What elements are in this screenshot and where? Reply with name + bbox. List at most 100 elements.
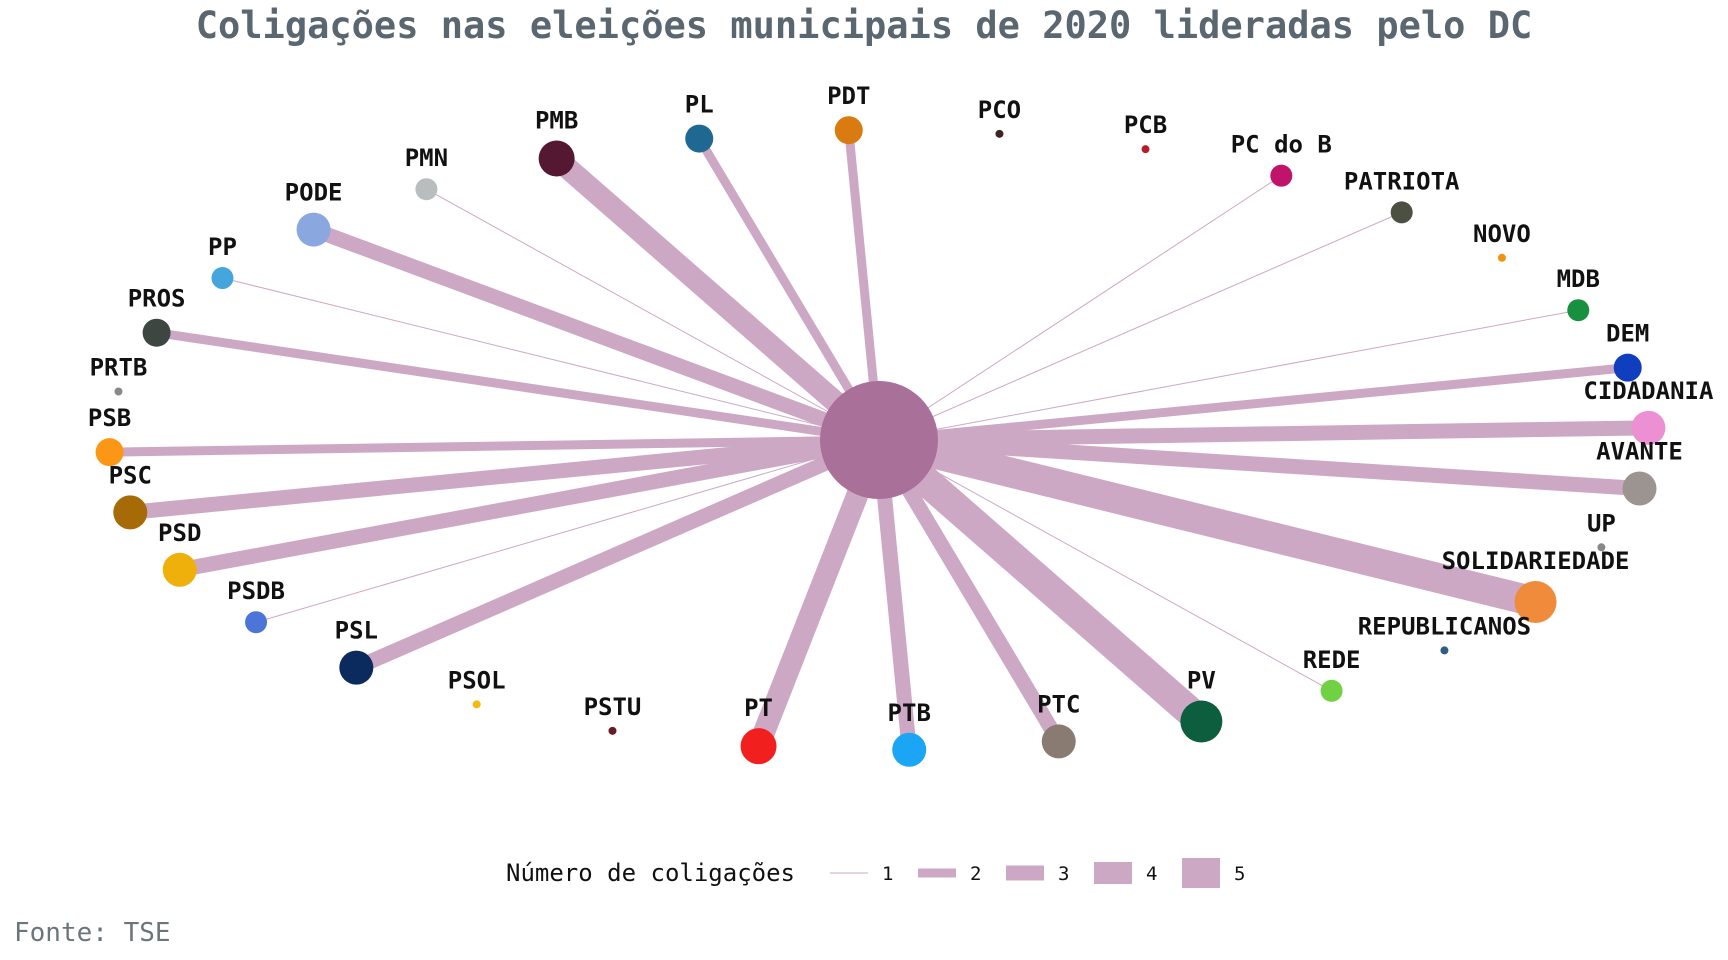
node-psc [113,495,148,530]
node-label-pros: PROS [128,285,186,313]
node-label-up: UP [1587,509,1616,537]
node-psl [339,650,374,685]
node-pv [1180,700,1223,743]
node-ptc [1041,724,1076,759]
edge-avante [878,432,1640,496]
edge-patriota [878,211,1402,441]
edge-pp [222,277,880,441]
node-pode [296,212,331,247]
node-label-avante: AVANTE [1596,437,1683,465]
node-pco [995,129,1004,138]
legend-value-2: 2 [970,863,981,885]
node-label-pt: PT [744,694,773,722]
node-label-pmb: PMB [535,106,578,134]
node-label-pstu: PSTU [584,693,642,721]
node-prtb [114,387,123,396]
node-pl [685,124,714,153]
legend-value-3: 3 [1058,863,1069,885]
legend: Número de coligações 1 2 3 4 5 [506,858,1245,888]
node-mdb [1567,299,1590,322]
node-label-rede: REDE [1303,646,1361,674]
legend-value-1: 1 [882,863,893,885]
node-pt [740,728,777,765]
edge-solidariedade [875,425,1540,617]
node-label-pmn: PMN [405,144,448,172]
legend-swatch-3 [1006,865,1044,881]
nodes-layer [95,116,1666,767]
node-psb [95,438,124,467]
chart-title: Coligações nas eleições municipais de 20… [195,4,1533,47]
legend-swatch-1 [830,872,868,874]
node-label-psb: PSB [88,404,131,432]
node-avante [1622,471,1657,506]
node-pmb [538,140,575,177]
node-label-pode: PODE [285,179,343,207]
edge-cidadania [878,420,1649,448]
node-pstu [608,726,617,735]
node-label-pl: PL [685,91,714,119]
edge-mdb [878,309,1579,441]
edge-psd [178,432,881,578]
node-psd [162,552,197,587]
edge-psdb [255,439,880,623]
edge-psc [129,432,880,520]
node-label-pdt: PDT [827,82,870,110]
node-rede [1320,679,1343,702]
node-label-ptb: PTB [888,699,931,727]
node-label-mdb: MDB [1557,265,1600,293]
edge-psl [353,433,882,675]
node-label-novo: NOVO [1473,220,1531,248]
node-dem [1613,353,1642,382]
edge-pmb [549,150,887,449]
source-note: Fonte: TSE [14,918,171,948]
node-patriota [1390,201,1413,224]
labels-layer: PMN PMB PL PDT PCO PCB PC do B PATRIOTA NOVO MDBD… [88,82,1714,727]
edge-pv [869,428,1212,733]
node-psol [472,700,481,709]
node-label-psc: PSC [109,461,152,489]
node-label-ptc: PTC [1037,690,1080,718]
edge-pros [155,328,880,445]
edge-pmn [426,188,880,441]
node-psdb [245,611,268,634]
node-label-psd: PSD [158,519,201,547]
node-cidadania [1631,410,1666,445]
node-pdt [834,116,863,145]
node-label-pv: PV [1187,667,1216,695]
node-label-pcb: PCB [1124,111,1167,139]
edge-pode [310,222,882,448]
edge-dem [878,363,1629,445]
node-label-psol: PSOL [448,666,506,694]
node-pcb [1141,145,1150,154]
legend-swatch-5 [1182,858,1220,888]
node-label-psl: PSL [335,617,378,645]
legend-swatch-4 [1094,862,1132,884]
node-label-prtb: PRTB [90,354,148,382]
node-label-patriota: PATRIOTA [1344,167,1460,195]
edge-psb [109,435,880,457]
center-node-dc [820,381,938,499]
node-label-cidadania: CIDADANIA [1583,377,1714,405]
edge-rede [878,439,1332,692]
node-label-pco: PCO [978,96,1021,124]
node-pp [211,267,234,290]
legend-value-5: 5 [1234,863,1245,885]
node-label-solidariedade: SOLIDARIEDADE [1442,547,1630,575]
node-novo [1497,253,1506,262]
node-republicanos [1440,646,1449,655]
edge-pc-do-b [878,175,1282,441]
node-ptb [892,732,927,767]
node-label-dem: DEM [1606,320,1649,348]
legend-value-4: 4 [1146,863,1157,885]
node-pmn [415,178,438,201]
node-label-psdb: PSDB [227,577,285,605]
node-label-pp: PP [208,233,237,261]
legend-title: Número de coligações [506,859,795,887]
node-up [1597,543,1606,552]
node-label-pc-do-b: PC do B [1231,131,1332,159]
legend-swatch-2 [918,868,956,878]
node-pc-do-b [1270,164,1293,187]
node-pros [142,318,171,347]
node-solidariedade [1514,580,1557,623]
